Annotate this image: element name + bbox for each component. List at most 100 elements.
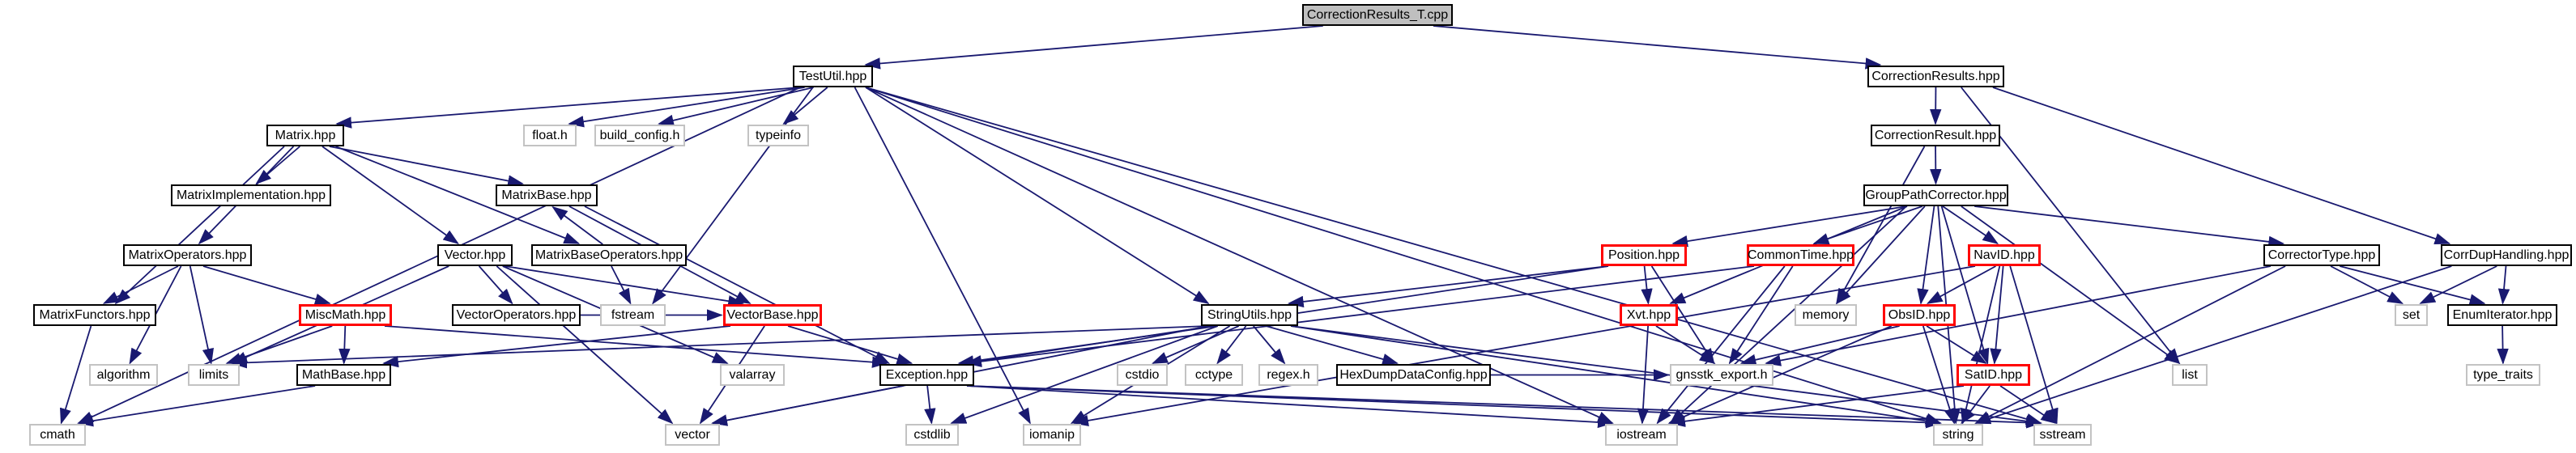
- include-edge: [189, 265, 214, 365]
- node-satid-hpp[interactable]: SatID.hpp: [1956, 364, 2030, 386]
- node-navid-hpp[interactable]: NavID.hpp: [1968, 244, 2041, 266]
- include-edge: [966, 385, 2042, 429]
- include-edge: [1974, 265, 2286, 424]
- node-matrixbaseoperators-hpp[interactable]: MatrixBaseOperators.hpp: [531, 244, 687, 266]
- include-edge: [652, 87, 814, 305]
- node-obsid-hpp[interactable]: ObsID.hpp: [1883, 304, 1956, 326]
- node-vectoroperators-hpp[interactable]: VectorOperators.hpp: [452, 304, 581, 326]
- include-edge: [77, 385, 316, 427]
- node-xvt-hpp[interactable]: Xvt.hpp: [1620, 304, 1678, 326]
- node-cmath: cmath: [29, 424, 86, 446]
- node-vectorbase-hpp[interactable]: VectorBase.hpp: [723, 304, 822, 326]
- node-commontime-hpp[interactable]: CommonTime.hpp: [1747, 244, 1854, 266]
- node-gnsstk-export-h: gnsstk_export.h: [1670, 364, 1773, 386]
- node-mathbase-hpp[interactable]: MathBase.hpp: [296, 364, 391, 386]
- include-edge: [1990, 265, 2004, 365]
- include-edge: [1765, 265, 2272, 366]
- node-matrixoperators-hpp[interactable]: MatrixOperators.hpp: [123, 244, 252, 266]
- node-float-h: float.h: [523, 125, 577, 146]
- node-cstdlib: cstdlib: [905, 424, 959, 446]
- include-edge: [335, 146, 581, 244]
- include-edge: [478, 265, 513, 305]
- include-edge: [1728, 265, 1794, 365]
- include-edge: [711, 385, 904, 426]
- node-enumiterator-hpp[interactable]: EnumIterator.hpp: [2447, 304, 2557, 326]
- node-correctionresults-t-cpp: CorrectionResults_T.cpp: [1302, 4, 1453, 26]
- include-edge: [114, 146, 285, 305]
- node-correctionresult-hpp[interactable]: CorrectionResult.hpp: [1871, 125, 2000, 146]
- include-edge: [335, 87, 801, 129]
- include-edge: [1999, 385, 2057, 425]
- include-edge: [1433, 25, 1882, 70]
- include-edge: [965, 265, 1755, 367]
- node-valarray: valarray: [720, 364, 785, 386]
- include-edge: [225, 325, 333, 364]
- node-algorithm: algorithm: [89, 364, 158, 386]
- include-edge: [202, 265, 331, 305]
- node-position-hpp[interactable]: Position.hpp: [1601, 244, 1687, 266]
- include-edge: [1992, 87, 2451, 244]
- node-memory: memory: [1795, 304, 1857, 326]
- node-matriximplementation-hpp[interactable]: MatrixImplementation.hpp: [171, 184, 331, 206]
- node-matrixfunctors-hpp[interactable]: MatrixFunctors.hpp: [33, 304, 156, 326]
- include-edge: [1926, 265, 1996, 304]
- node-matrixbase-hpp[interactable]: MatrixBase.hpp: [496, 184, 598, 206]
- include-edge: [1836, 146, 1926, 305]
- include-edge: [787, 325, 913, 365]
- node-correctortype-hpp[interactable]: CorrectorType.hpp: [2263, 244, 2380, 266]
- node-testutil-hpp[interactable]: TestUtil.hpp: [793, 66, 873, 87]
- include-edge: [2497, 325, 2509, 365]
- node-string: string: [1933, 424, 1983, 446]
- node-correctionresults-hpp[interactable]: CorrectionResults.hpp: [1867, 66, 2004, 87]
- node-corrduphandling-hpp[interactable]: CorrDupHandling.hpp: [2441, 244, 2572, 266]
- include-edge: [1650, 265, 1715, 365]
- include-edge: [1656, 265, 1786, 425]
- include-edge: [1926, 325, 1987, 364]
- include-edge: [1960, 265, 2001, 425]
- node-sstream: sstream: [2033, 424, 2092, 446]
- include-edge: [1152, 325, 1240, 364]
- include-edge: [1974, 265, 2452, 425]
- node-vector: vector: [665, 424, 720, 446]
- include-edge: [865, 87, 1210, 304]
- node-vector-hpp[interactable]: Vector.hpp: [437, 244, 513, 266]
- include-edge: [1917, 205, 1935, 305]
- node-type-traits: type_traits: [2466, 364, 2540, 386]
- include-edge: [321, 146, 460, 245]
- node-stringutils-hpp[interactable]: StringUtils.hpp: [1201, 304, 1298, 326]
- include-edge: [338, 325, 351, 365]
- include-edge: [1669, 385, 1965, 427]
- node-list: list: [2172, 364, 2208, 386]
- include-edge: [1974, 205, 2285, 248]
- node-hexdumpdataconfig-hpp[interactable]: HexDumpDataConfig.hpp: [1336, 364, 1491, 386]
- include-edge: [2419, 265, 2497, 304]
- include-edge: [1641, 265, 1653, 305]
- node-iostream: iostream: [1605, 424, 1678, 446]
- include-edge: [1072, 265, 1976, 427]
- node-exception-hpp[interactable]: Exception.hpp: [879, 364, 974, 386]
- node-cctype: cctype: [1185, 364, 1243, 386]
- node-matrix-hpp[interactable]: Matrix.hpp: [266, 125, 344, 146]
- include-edge: [1655, 325, 1716, 364]
- include-edge: [496, 265, 674, 425]
- include-edge: [2009, 265, 2059, 425]
- include-edge: [1922, 325, 1956, 425]
- node-build-config-h: build_config.h: [594, 125, 685, 146]
- include-edge: [1669, 205, 1907, 425]
- include-edge: [384, 325, 888, 368]
- include-edge: [1940, 205, 1990, 365]
- include-edge: [950, 325, 1219, 424]
- node-grouppathcorrector-hpp[interactable]: GroupPathCorrector.hpp: [1863, 184, 2008, 206]
- include-edge: [1667, 325, 1893, 424]
- include-edge: [864, 25, 1323, 70]
- include-edge: [1637, 325, 1650, 425]
- include-edge: [551, 205, 603, 245]
- node-regex-h: regex.h: [1258, 364, 1318, 386]
- include-edge: [2497, 265, 2510, 305]
- include-edge: [102, 265, 179, 304]
- node-miscmath-hpp[interactable]: MiscMath.hpp: [299, 304, 392, 326]
- include-edge: [231, 325, 1209, 369]
- include-edge: [924, 385, 936, 425]
- include-edge: [382, 325, 731, 368]
